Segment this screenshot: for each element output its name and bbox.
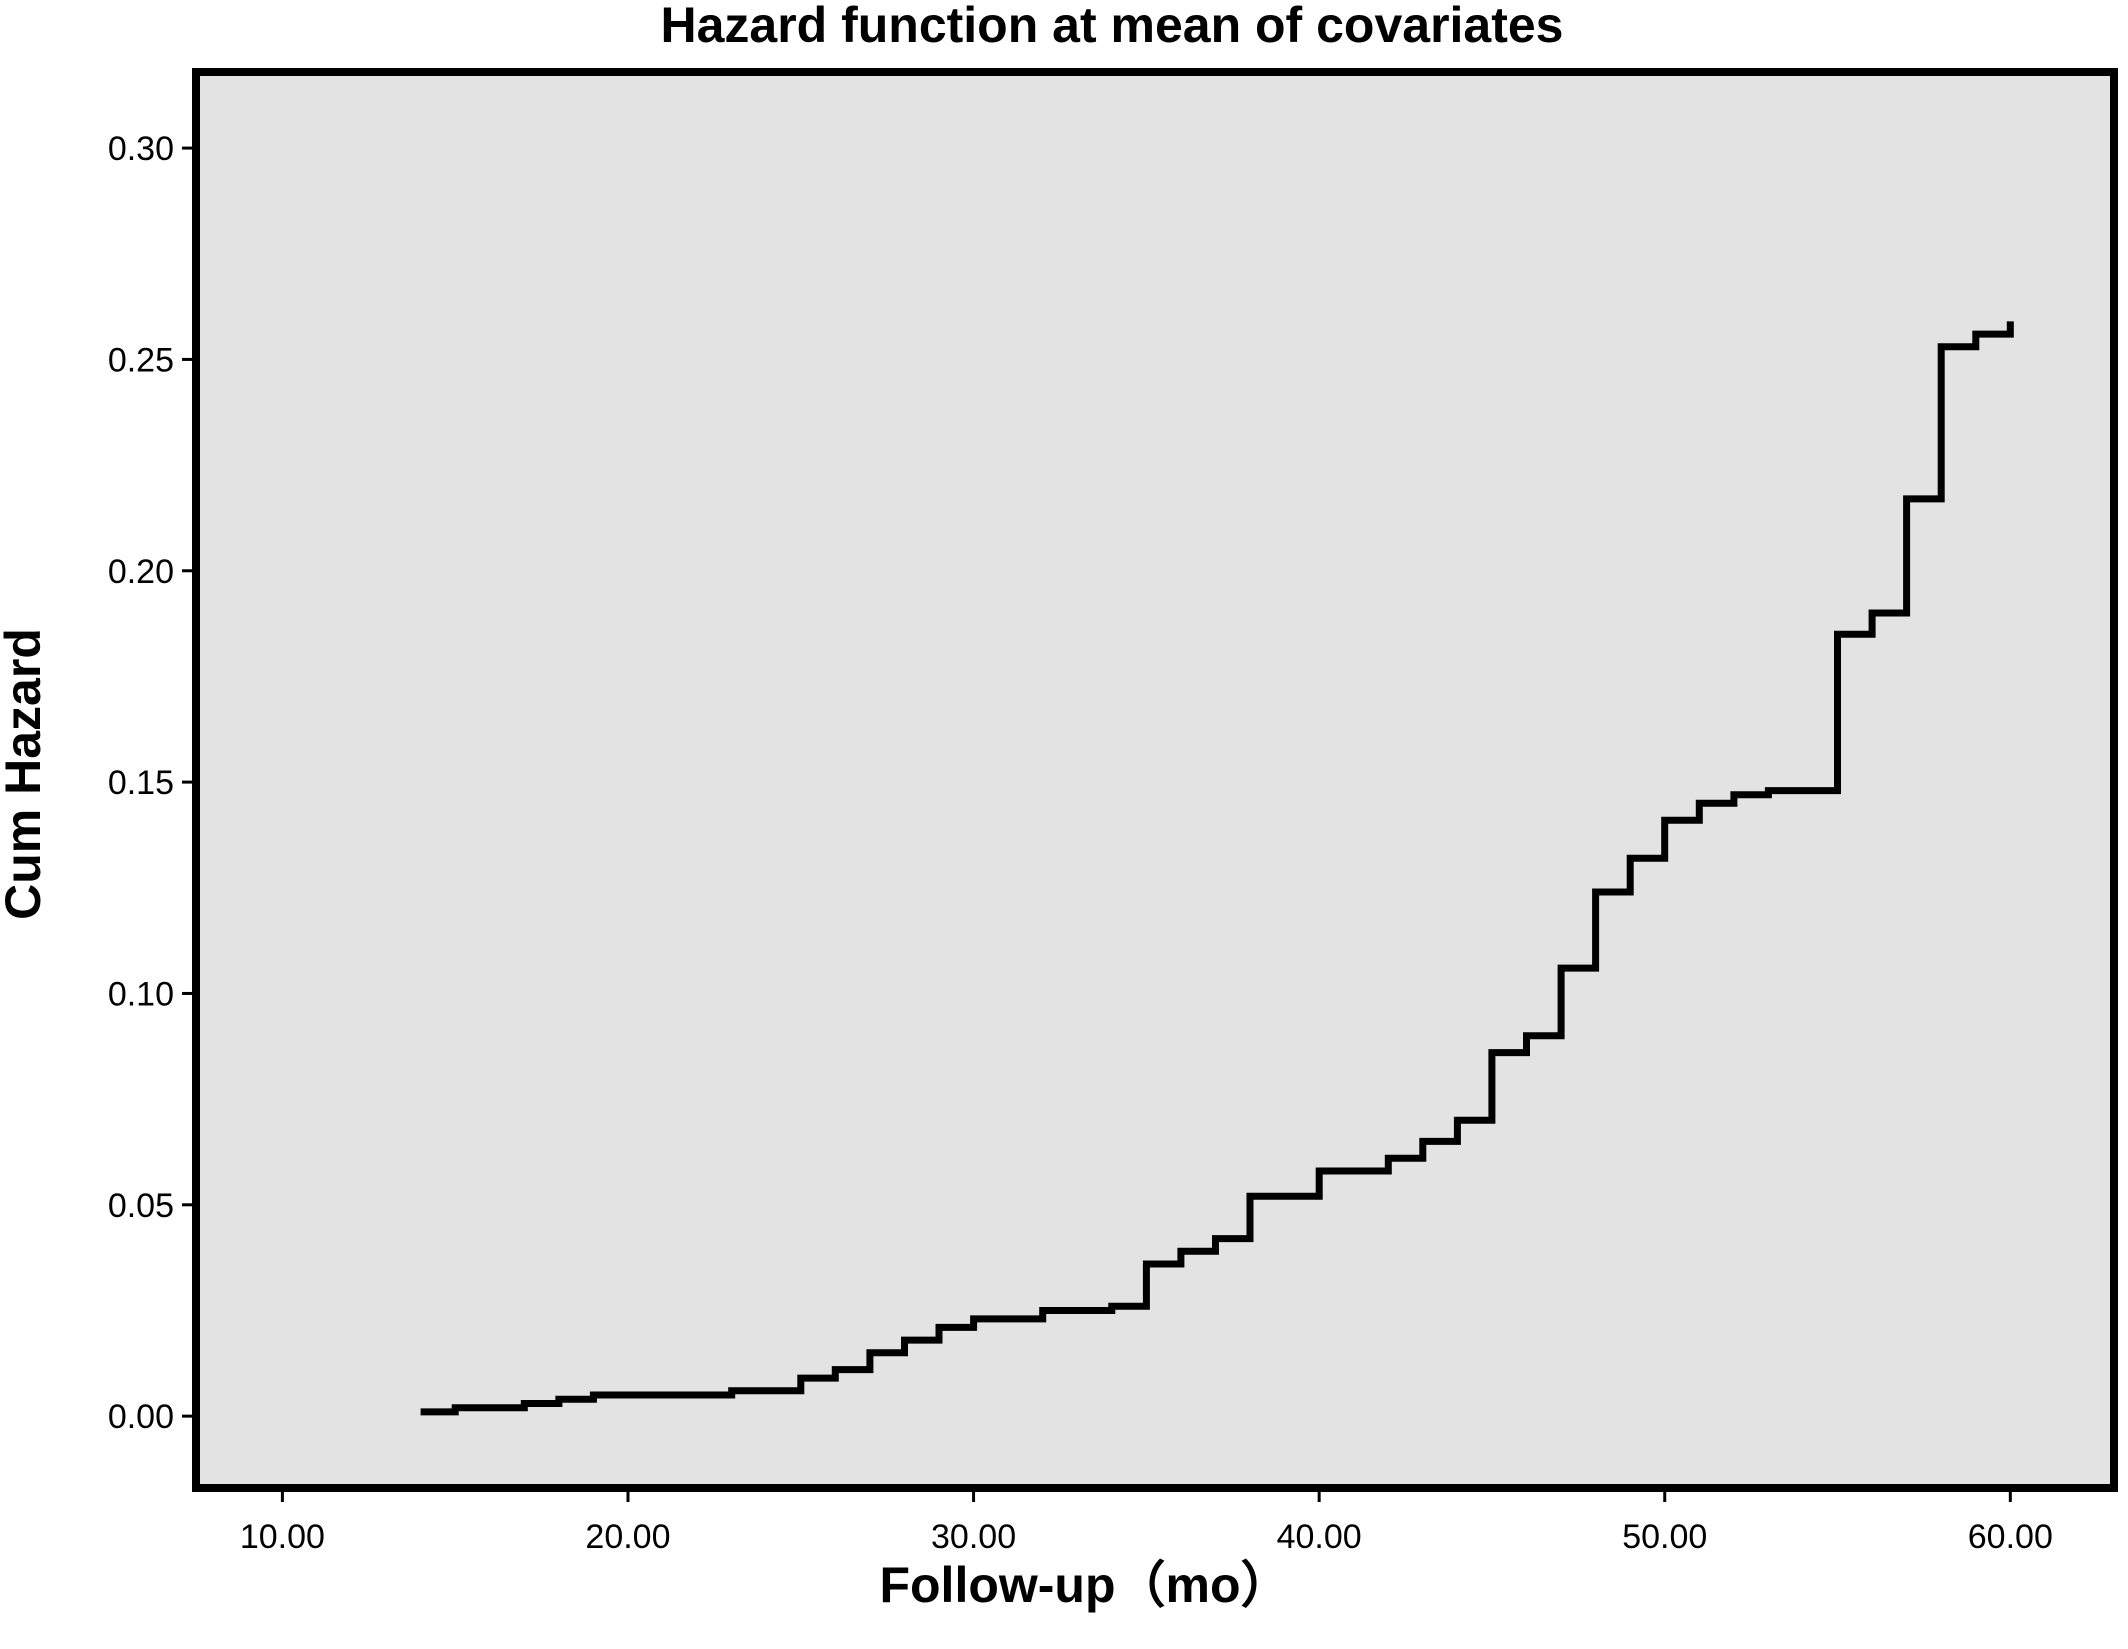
y-tick-label: 0.30 bbox=[108, 130, 174, 168]
y-tick-label: 0.10 bbox=[108, 975, 174, 1013]
y-tick-label: 0.20 bbox=[108, 553, 174, 591]
x-axis: 10.00 20.00 30.00 40.00 50.00 60.00 bbox=[240, 1492, 2053, 1556]
y-tick-label: 0.00 bbox=[108, 1398, 174, 1436]
chart-title: Hazard function at mean of covariates bbox=[660, 0, 1563, 53]
x-tick-label: 20.00 bbox=[585, 1518, 670, 1556]
y-tick-label: 0.15 bbox=[108, 764, 174, 802]
y-axis: 0.00 0.05 0.10 0.15 0.20 0.25 0.30 bbox=[108, 130, 192, 1436]
x-tick-label: 10.00 bbox=[240, 1518, 325, 1556]
y-tick-label: 0.25 bbox=[108, 341, 174, 379]
x-tick-label: 50.00 bbox=[1622, 1518, 1707, 1556]
y-tick-label: 0.05 bbox=[108, 1187, 174, 1225]
cum-hazard-line bbox=[420, 321, 2014, 1416]
x-tick-label: 60.00 bbox=[1968, 1518, 2053, 1556]
y-axis-label: Cum Hazard bbox=[0, 628, 51, 920]
plot-area bbox=[192, 68, 2118, 1492]
x-tick-label: 40.00 bbox=[1277, 1518, 1362, 1556]
x-tick-label: 30.00 bbox=[931, 1518, 1016, 1556]
x-axis-label: Follow-up（mo） bbox=[879, 1557, 1290, 1613]
